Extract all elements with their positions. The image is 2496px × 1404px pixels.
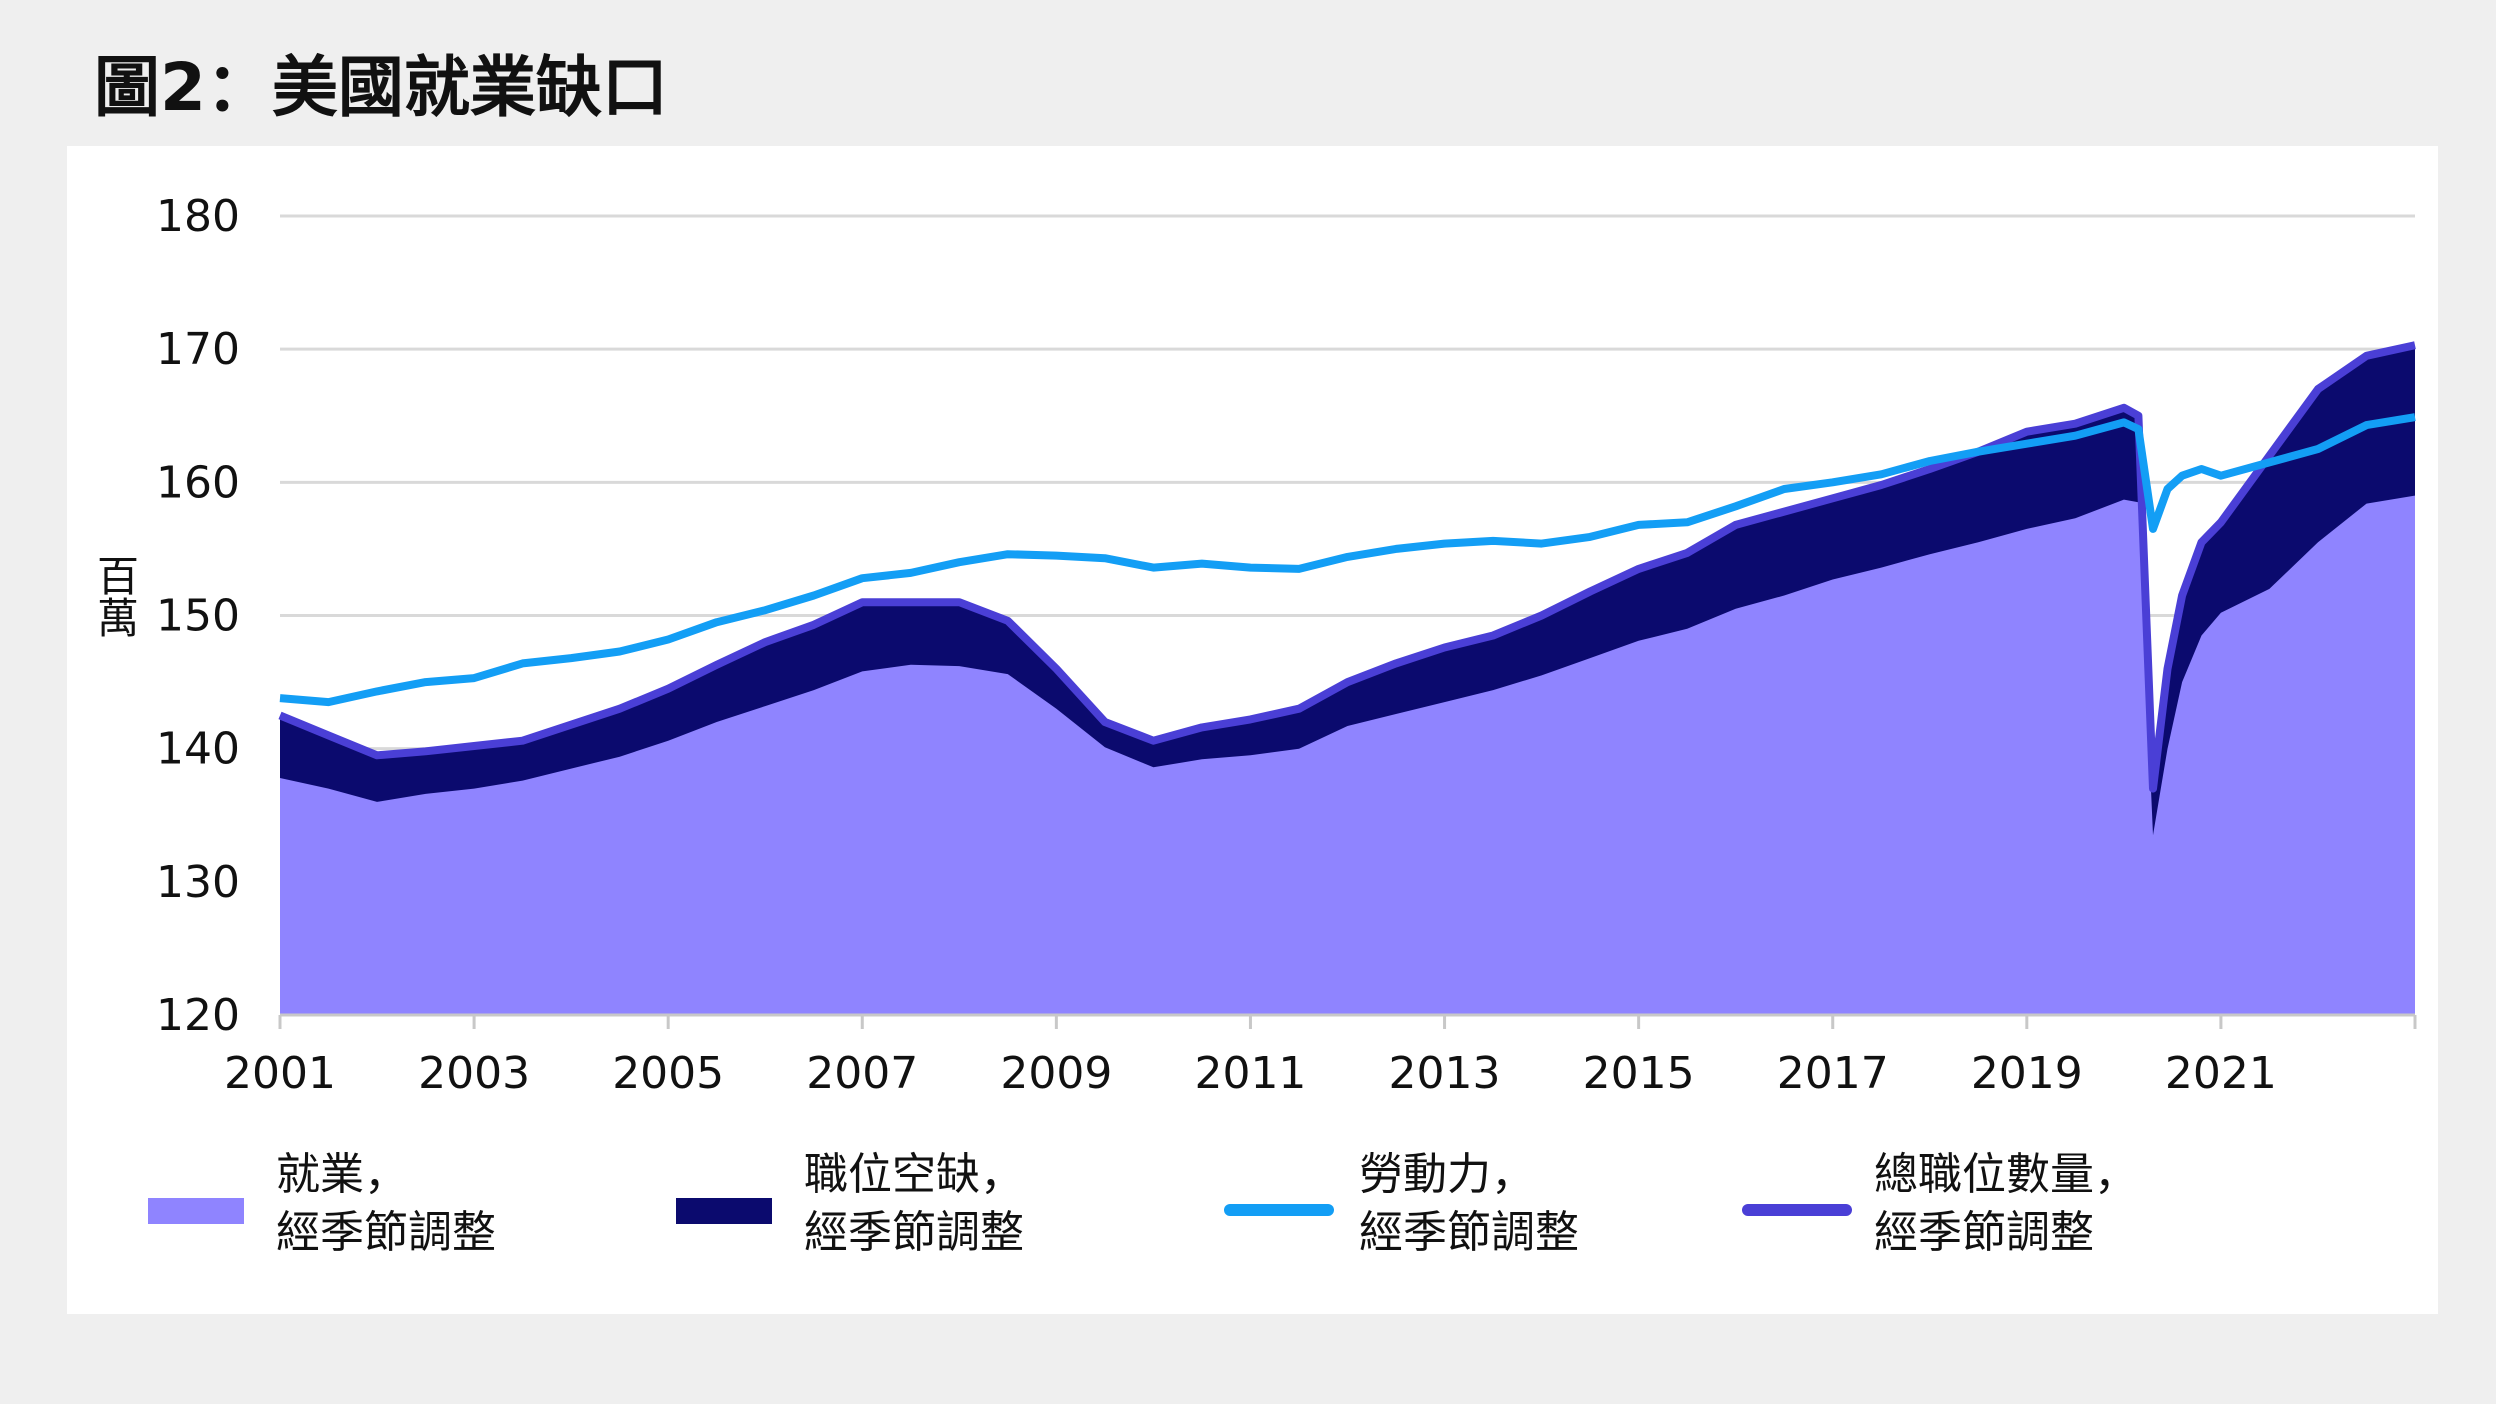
line-labor-force (279, 413, 2416, 707)
y-tick-170: 170 (156, 324, 240, 375)
legend-label-line2: 經季節調整 (804, 1207, 1024, 1258)
legend-swatch-vacancies (676, 1198, 772, 1224)
legend-swatch-labor-force (1224, 1204, 1334, 1216)
area-employment (280, 495, 2415, 1016)
y-tick-140: 140 (156, 724, 240, 775)
x-tick-2013: 2013 (1389, 1048, 1501, 1099)
series-lines (278, 341, 2416, 793)
legend-label-line1: 就業， (276, 1149, 408, 1200)
y-tick-150: 150 (156, 591, 240, 642)
y-tick-160: 160 (156, 457, 240, 508)
x-tick-2015: 2015 (1583, 1048, 1695, 1099)
chart-panel: 120 130 140 150 160 170 180 2001 2003 2005 2007 20… (67, 146, 2438, 1314)
x-tick-2005: 2005 (612, 1048, 724, 1099)
y-axis-label: 百萬 (91, 554, 140, 638)
x-tick-2019: 2019 (1971, 1048, 2083, 1099)
x-tick-2001: 2001 (224, 1048, 336, 1099)
area-layers (280, 345, 2415, 1016)
legend-label-line1: 勞動力， (1359, 1149, 1535, 1200)
y-tick-labels: 120 130 140 150 160 170 180 (156, 191, 240, 1041)
y-tick-180: 180 (156, 191, 240, 242)
legend-label-line2: 經季節調整 (1874, 1207, 2094, 1258)
x-tick-2009: 2009 (1000, 1048, 1112, 1099)
y-tick-130: 130 (156, 857, 240, 908)
x-tick-2011: 2011 (1194, 1048, 1306, 1099)
x-axis (278, 1013, 2417, 1029)
line-total-jobs (278, 341, 2416, 793)
page-title: 圖2：美國就業缺口 (94, 49, 668, 126)
x-tick-2021: 2021 (2165, 1048, 2277, 1099)
x-tick-2007: 2007 (806, 1048, 918, 1099)
x-tick-labels: 2001 2003 2005 2007 2009 2011 2013 2015 2017 2019… (224, 1048, 2277, 1099)
legend-swatch-employment (148, 1198, 244, 1224)
legend-label-line2: 經季節調整 (1359, 1207, 1579, 1258)
x-tick-2017: 2017 (1777, 1048, 1889, 1099)
legend-label-line1: 總職位數量， (1874, 1149, 2138, 1200)
legend-swatch-total-jobs (1742, 1204, 1852, 1216)
legend-label-line2: 經季節調整 (276, 1207, 496, 1258)
legend-label-line1: 職位空缺， (804, 1149, 1024, 1200)
x-tick-2003: 2003 (418, 1048, 530, 1099)
y-tick-120: 120 (156, 990, 240, 1041)
